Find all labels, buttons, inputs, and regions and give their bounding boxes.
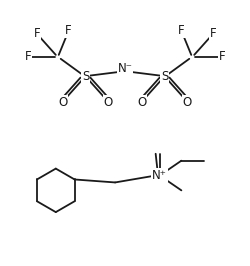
Text: S: S [161,70,168,83]
Text: O: O [58,96,67,109]
Text: S: S [82,70,89,83]
Text: F: F [34,27,40,40]
Text: F: F [25,50,32,63]
Text: N⁺: N⁺ [152,169,167,182]
Text: F: F [218,50,225,63]
Text: F: F [210,27,216,40]
Text: O: O [137,96,146,109]
Text: N⁻: N⁻ [118,62,132,75]
Text: O: O [183,96,192,109]
Text: O: O [104,96,113,109]
Text: F: F [178,24,185,37]
Text: F: F [65,24,72,37]
